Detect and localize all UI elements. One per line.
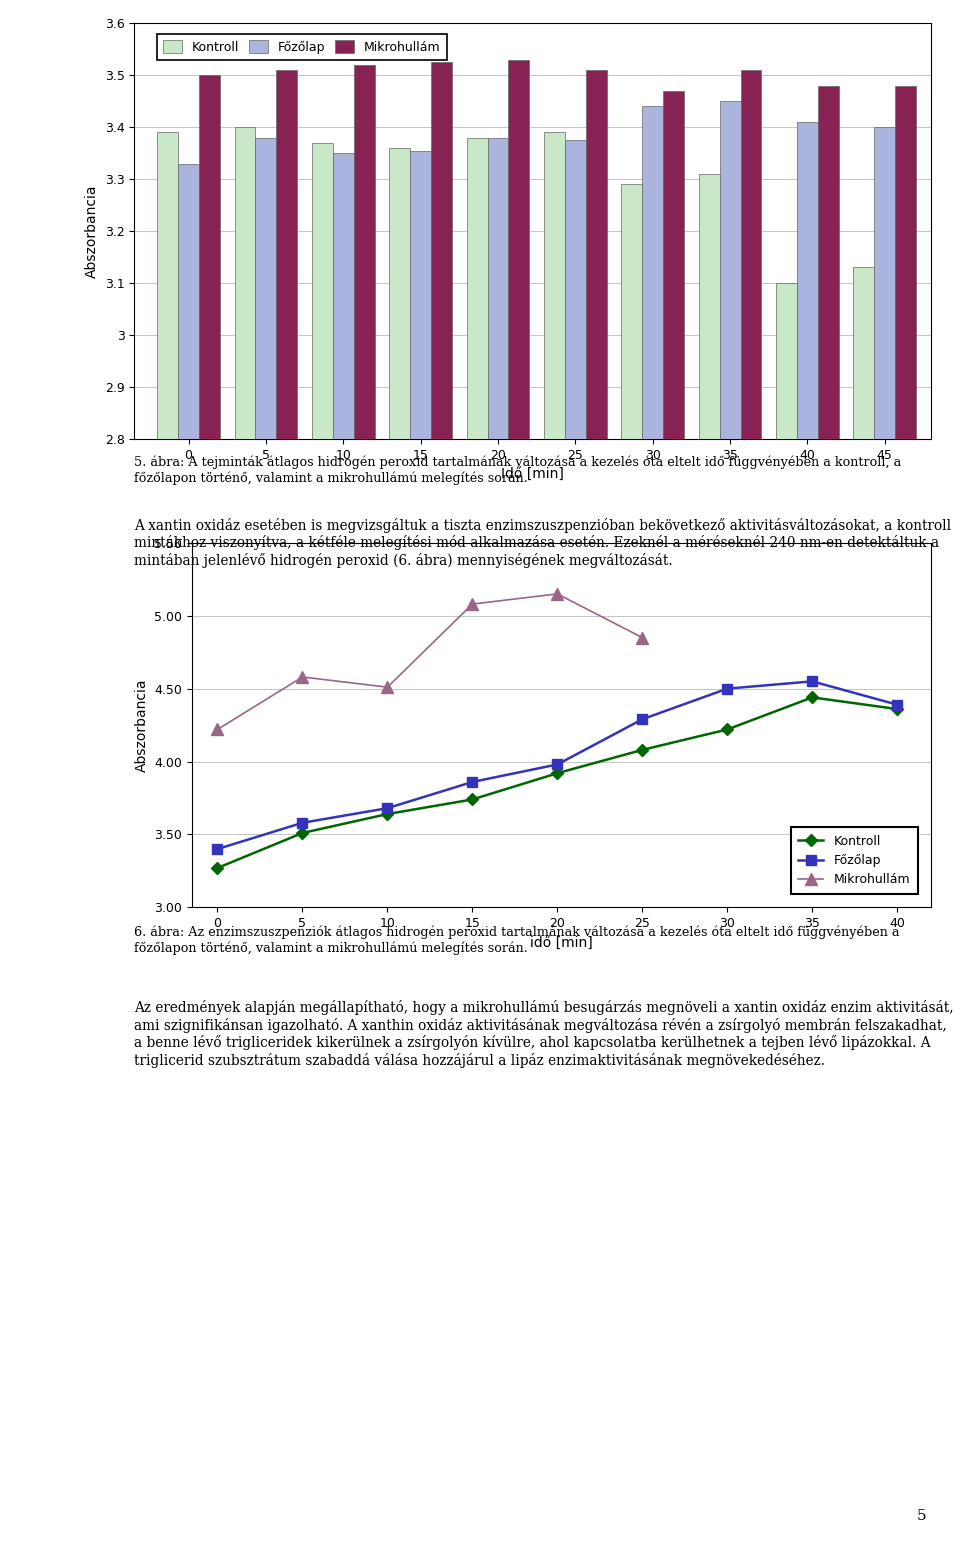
Kontroll: [636, 740, 648, 758]
Főzőlap: [892, 695, 903, 713]
Y-axis label: Abszorbancia: Abszorbancia: [85, 185, 99, 278]
Bar: [488, 138, 509, 1551]
Főzőlap: [382, 799, 394, 817]
Line: Kontroll: Kontroll: [213, 693, 901, 873]
Kontroll: [382, 805, 394, 824]
Kontroll: [297, 824, 308, 842]
Line: Mikrohullám: Mikrohullám: [212, 588, 648, 735]
Bar: [390, 147, 410, 1551]
Bar: [776, 282, 797, 1551]
Bar: [853, 267, 875, 1551]
Bar: [431, 62, 452, 1551]
Kontroll: [722, 720, 733, 738]
Bar: [234, 127, 255, 1551]
Bar: [621, 185, 642, 1551]
X-axis label: idő [min]: idő [min]: [530, 935, 593, 949]
Text: 5. ábra: A tejminták átlagos hidrogén peroxid tartalmának változása a kezelés ót: 5. ábra: A tejminták átlagos hidrogén pe…: [134, 456, 901, 485]
Kontroll: [806, 689, 818, 707]
Kontroll: [892, 700, 903, 718]
Bar: [255, 138, 276, 1551]
Text: A xantin oxidáz esetében is megvizsgáltuk a tiszta enzimszuszpenzióban bekövetke: A xantin oxidáz esetében is megvizsgáltu…: [134, 518, 951, 568]
Bar: [896, 85, 916, 1551]
Bar: [276, 70, 298, 1551]
Főzőlap: [636, 710, 648, 729]
Bar: [699, 174, 720, 1551]
Bar: [467, 138, 488, 1551]
Bar: [586, 70, 607, 1551]
Text: 6. ábra: Az enzimszuszpenziók átlagos hidrogén peroxid tartalmának változása a k: 6. ábra: Az enzimszuszpenziók átlagos hi…: [134, 926, 900, 955]
Főzőlap: [297, 813, 308, 831]
Bar: [157, 132, 179, 1551]
Kontroll: [552, 765, 564, 783]
Legend: Kontroll, Főzőlap, Mikrohullám: Kontroll, Főzőlap, Mikrohullám: [156, 34, 446, 60]
Mikrohullám: [297, 667, 308, 686]
Főzőlap: [467, 772, 478, 791]
Text: 5: 5: [917, 1509, 926, 1523]
Kontroll: [467, 789, 478, 808]
Bar: [410, 150, 431, 1551]
Főzőlap: [722, 679, 733, 698]
Bar: [818, 85, 839, 1551]
Bar: [509, 59, 529, 1551]
Text: Az eredmények alapján megállapítható, hogy a mikrohullámú besugárzás megnöveli a: Az eredmények alapján megállapítható, ho…: [134, 1000, 954, 1067]
Bar: [333, 154, 353, 1551]
Bar: [740, 70, 761, 1551]
Bar: [199, 74, 220, 1551]
Főzőlap: [552, 755, 564, 774]
Főzőlap: [806, 672, 818, 690]
Mikrohullám: [636, 628, 648, 647]
Bar: [179, 163, 199, 1551]
Főzőlap: [212, 839, 224, 858]
Bar: [312, 143, 333, 1551]
X-axis label: Idő [min]: Idő [min]: [501, 467, 564, 481]
Bar: [564, 140, 586, 1551]
Bar: [544, 132, 564, 1551]
Legend: Kontroll, Főzőlap, Mikrohullám: Kontroll, Főzőlap, Mikrohullám: [791, 827, 918, 893]
Bar: [720, 101, 740, 1551]
Mikrohullám: [467, 594, 478, 613]
Bar: [875, 127, 896, 1551]
Mikrohullám: [552, 585, 564, 603]
Bar: [797, 123, 818, 1551]
Y-axis label: Abszorbancia: Abszorbancia: [134, 678, 149, 772]
Bar: [663, 92, 684, 1551]
Mikrohullám: [382, 678, 394, 696]
Mikrohullám: [212, 720, 224, 738]
Line: Főzőlap: Főzőlap: [213, 676, 901, 853]
Bar: [353, 65, 374, 1551]
Kontroll: [212, 859, 224, 878]
Bar: [642, 107, 663, 1551]
